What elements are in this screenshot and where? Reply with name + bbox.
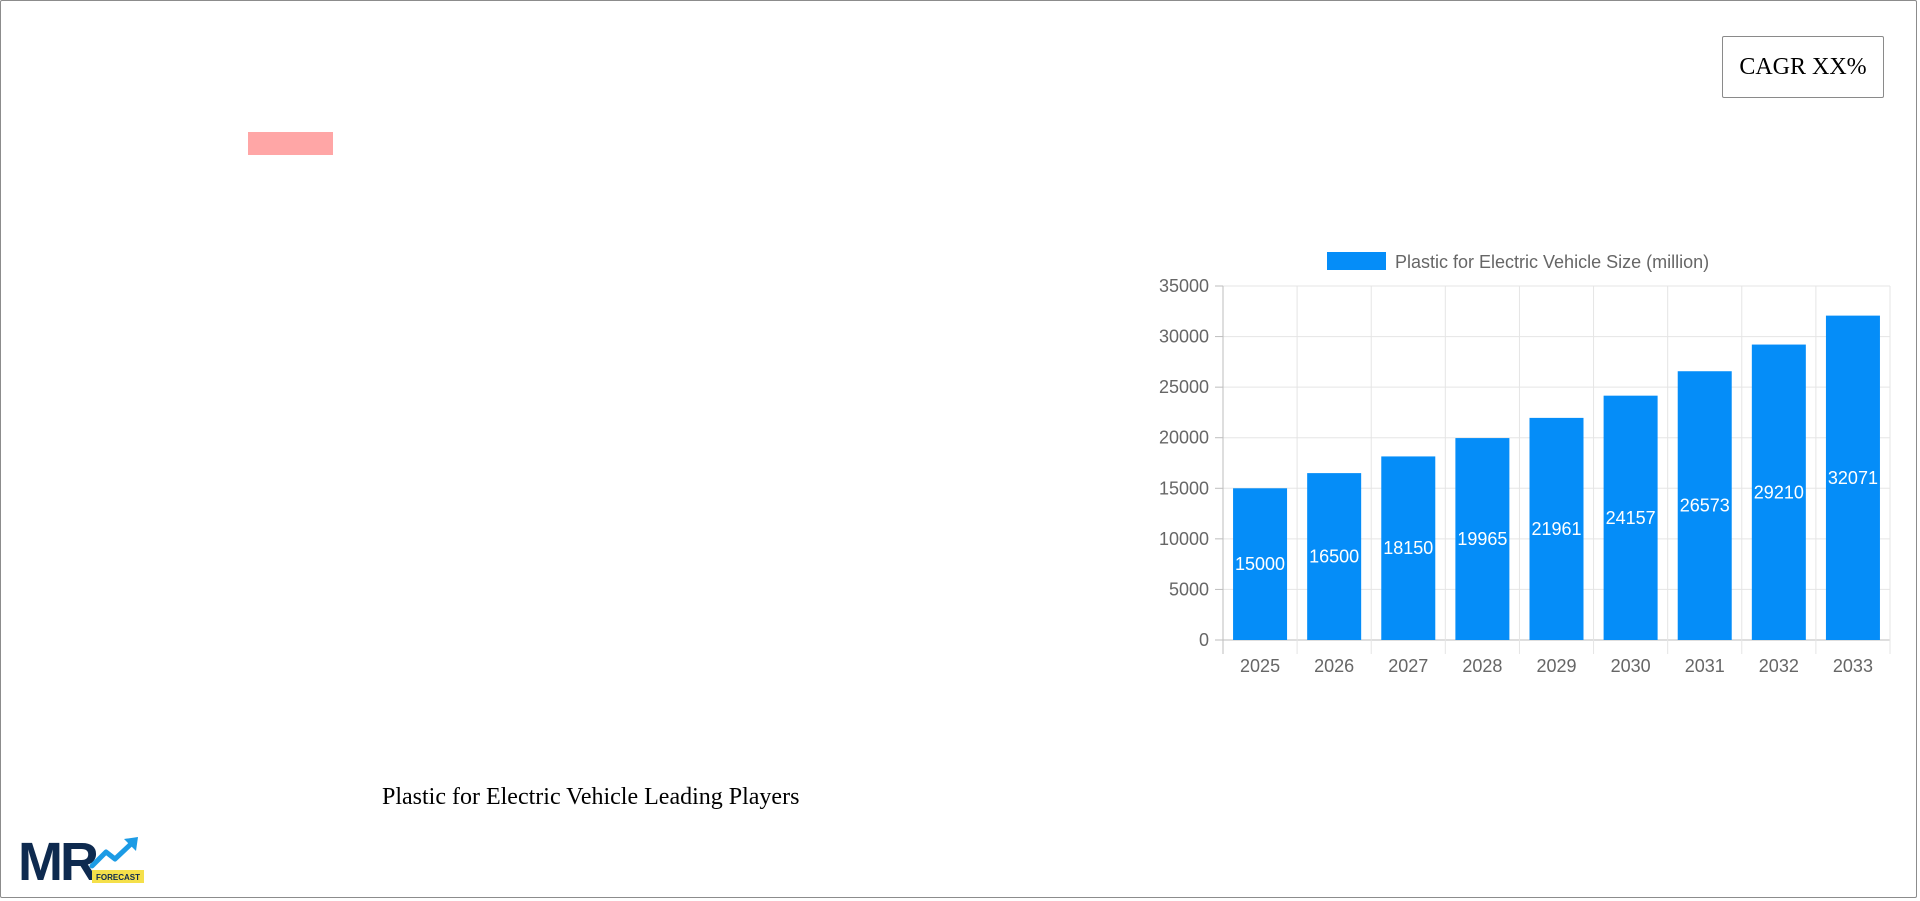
bar-value-label: 21961 xyxy=(1531,519,1581,539)
bar[interactable] xyxy=(1381,456,1436,640)
bar-value-label: 19965 xyxy=(1457,529,1507,549)
bar-value-label: 26573 xyxy=(1680,496,1730,516)
bar[interactable] xyxy=(1751,344,1806,640)
color-swatch xyxy=(248,132,333,155)
x-tick-label: 2027 xyxy=(1388,656,1428,676)
bar-value-label: 15000 xyxy=(1235,554,1285,574)
arrowhead-icon xyxy=(124,837,138,851)
x-tick-label: 2026 xyxy=(1314,656,1354,676)
x-tick-label: 2025 xyxy=(1240,656,1280,676)
bars-layer xyxy=(1233,315,1880,640)
logo-mr-text: MR xyxy=(18,834,98,884)
bar[interactable] xyxy=(1677,371,1732,640)
bar-value-label: 24157 xyxy=(1606,508,1656,528)
logo-forecast-text: FORECAST xyxy=(96,873,140,882)
x-tick-label: 2029 xyxy=(1536,656,1576,676)
cagr-badge: CAGR XX% xyxy=(1722,36,1884,98)
labels-layer: 15000 2025 16500 2026 18150 2027 19965 2028 2196… xyxy=(1235,468,1878,676)
bar[interactable] xyxy=(1455,438,1510,640)
y-tick-label: 5000 xyxy=(1169,579,1209,599)
y-tick-label: 0 xyxy=(1199,630,1209,650)
legend[interactable]: Plastic for Electric Vehicle Size (milli… xyxy=(1327,252,1709,272)
x-tick-label: 2030 xyxy=(1611,656,1651,676)
trend-arrow-icon xyxy=(89,840,135,869)
x-tick-label: 2031 xyxy=(1685,656,1725,676)
bar-value-label: 16500 xyxy=(1309,547,1359,567)
x-tick-label: 2033 xyxy=(1833,656,1873,676)
x-tick-label: 2032 xyxy=(1759,656,1799,676)
y-tick-label: 25000 xyxy=(1159,377,1209,397)
bar-value-label: 32071 xyxy=(1828,468,1878,488)
bar[interactable] xyxy=(1307,473,1362,640)
legend-label: Plastic for Electric Vehicle Size (milli… xyxy=(1395,252,1709,272)
y-tick-label: 10000 xyxy=(1159,529,1209,549)
y-tick-label: 20000 xyxy=(1159,428,1209,448)
bar[interactable] xyxy=(1825,315,1880,640)
bar[interactable] xyxy=(1603,395,1658,640)
bar-value-label: 29210 xyxy=(1754,482,1804,502)
leading-players-title: Plastic for Electric Vehicle Leading Pla… xyxy=(382,784,800,810)
legend-swatch xyxy=(1327,252,1386,270)
bar[interactable] xyxy=(1233,488,1288,640)
logo-forecast-badge xyxy=(92,870,144,883)
y-tick-label: 35000 xyxy=(1159,276,1209,296)
bar[interactable] xyxy=(1529,417,1584,640)
y-tick-label: 30000 xyxy=(1159,327,1209,347)
bar-value-label: 18150 xyxy=(1383,538,1433,558)
x-tick-label: 2028 xyxy=(1462,656,1502,676)
mr-forecast-logo: MR FORECAST xyxy=(18,834,144,884)
y-tick-label: 15000 xyxy=(1159,478,1209,498)
